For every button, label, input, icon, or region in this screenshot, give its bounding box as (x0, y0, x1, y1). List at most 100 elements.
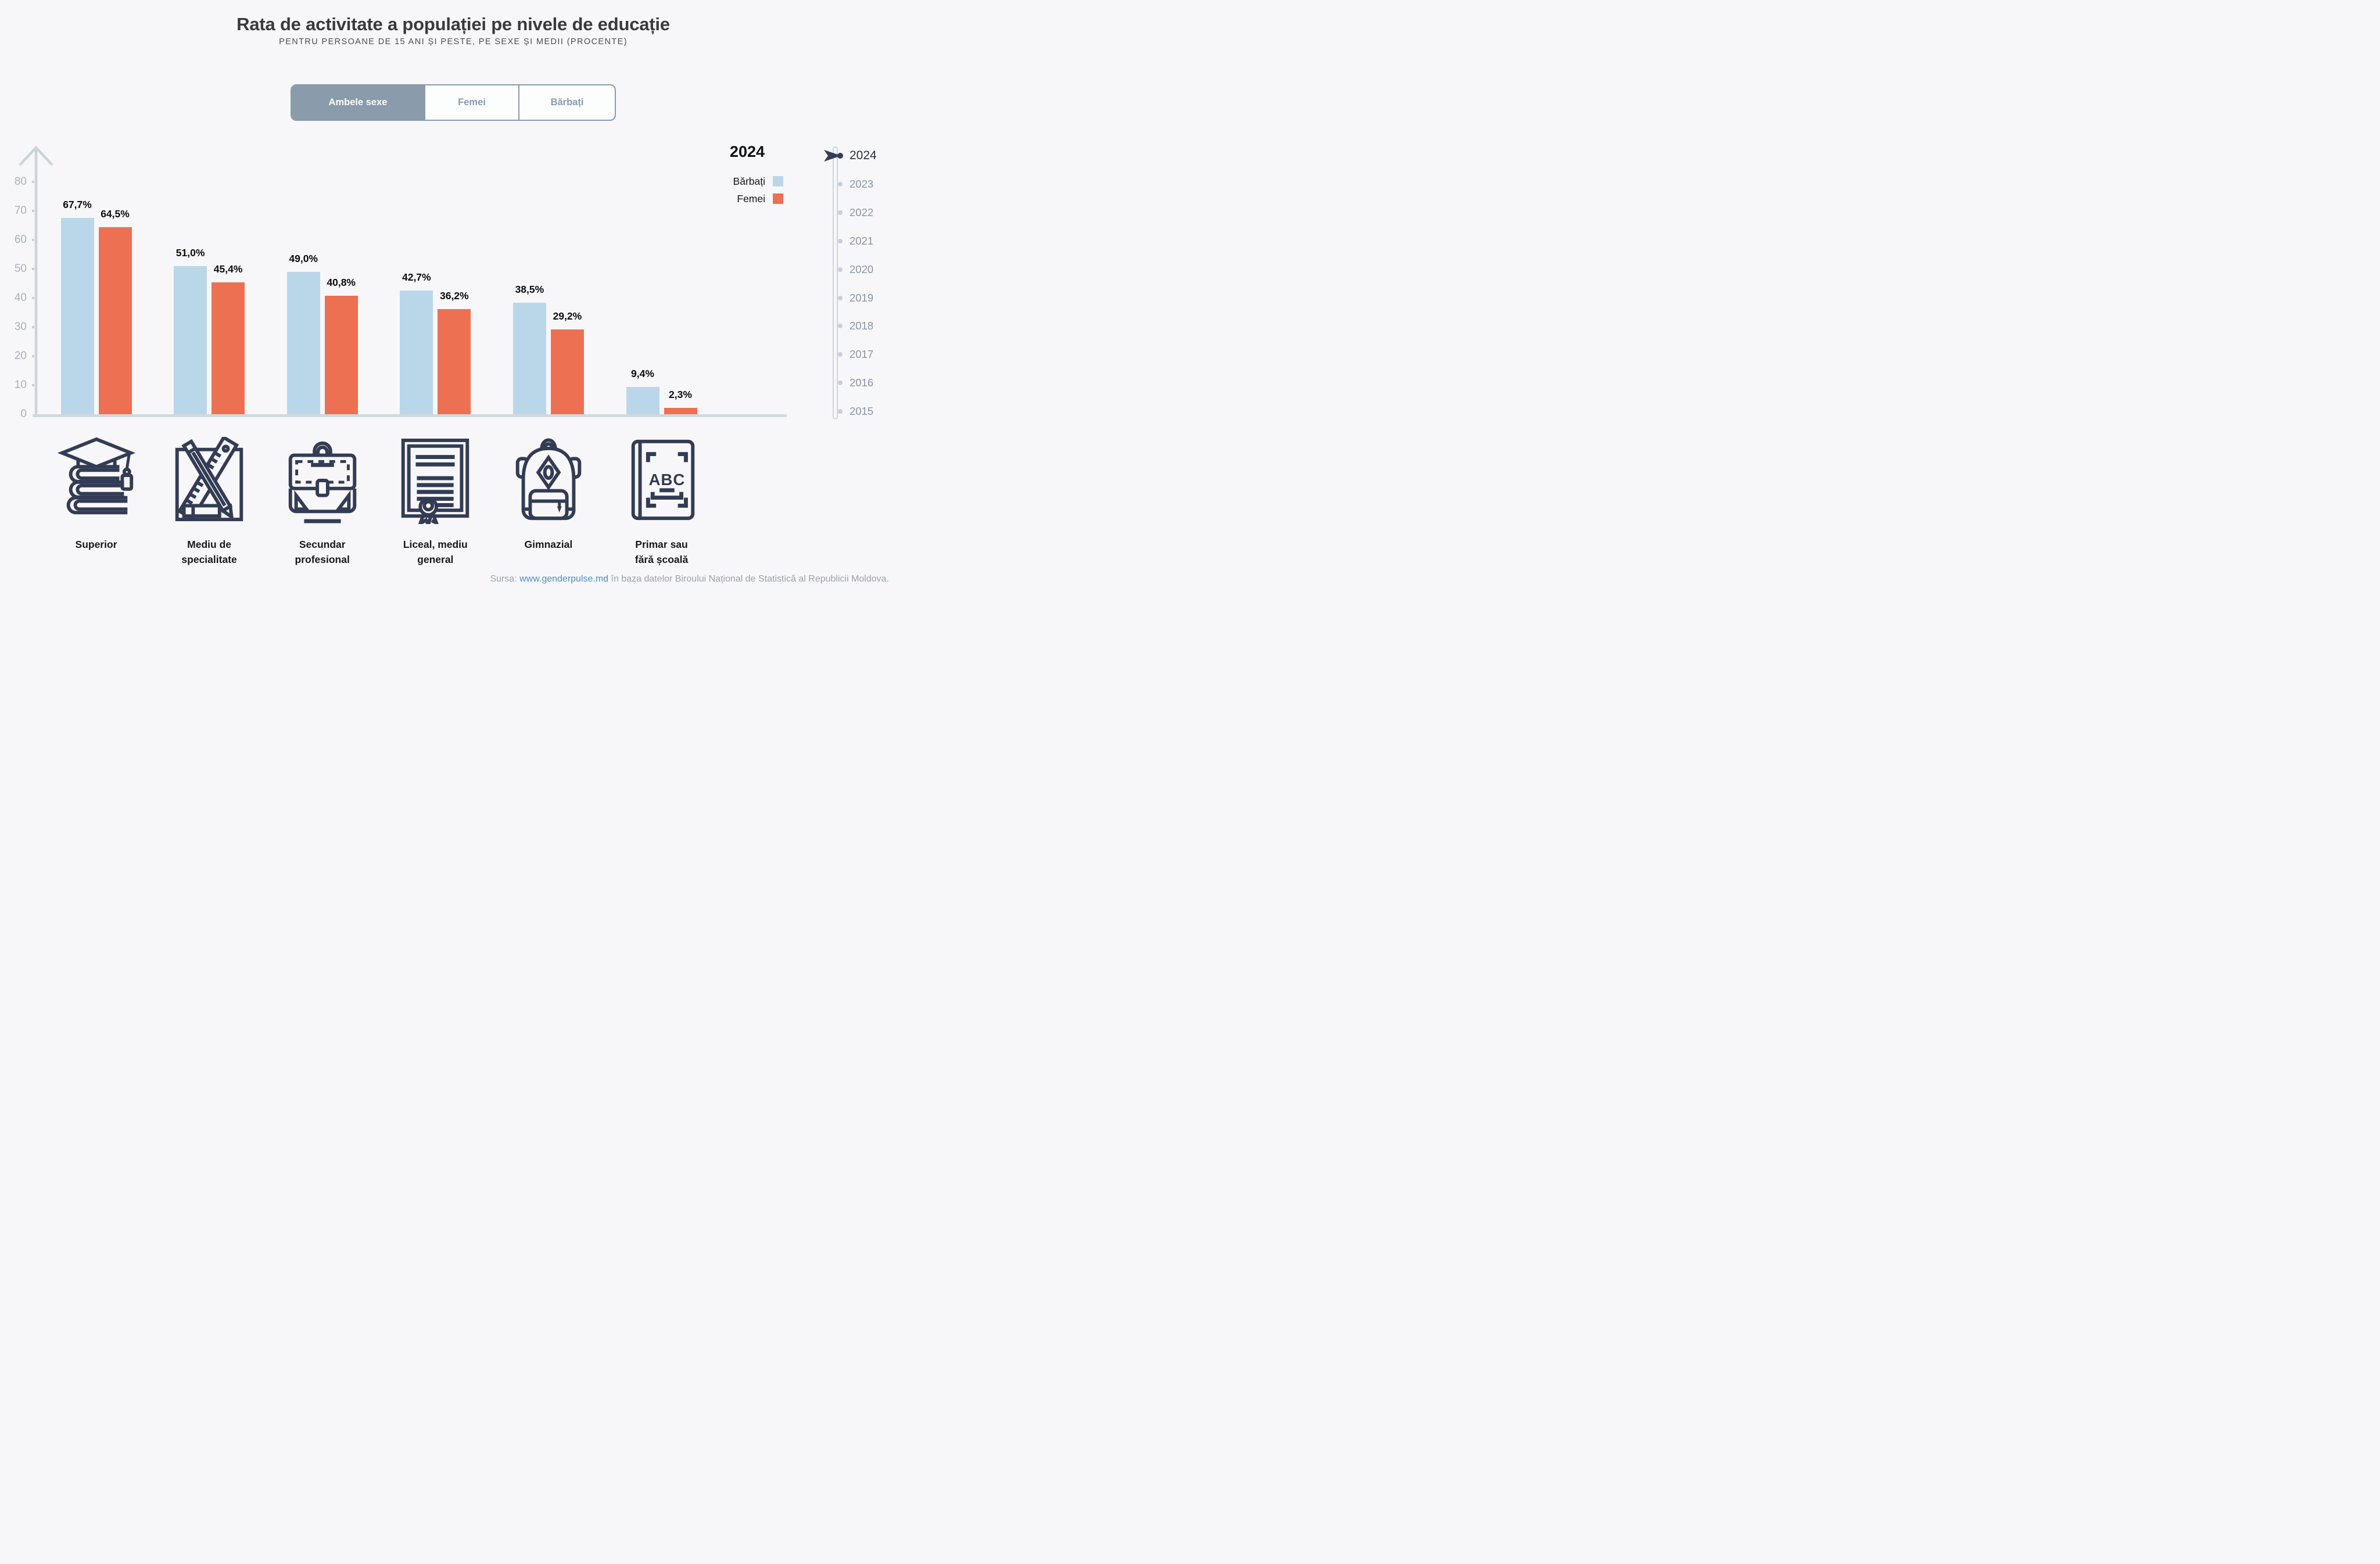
year-slider-track[interactable] (833, 146, 838, 419)
y-tick-label-30: 30 (14, 321, 27, 333)
year-dot-2023 (838, 181, 843, 186)
y-tick-mark-80 (32, 181, 34, 183)
year-item-2023[interactable]: 2023 (837, 177, 892, 192)
year-cursor-icon[interactable] (824, 150, 841, 162)
y-tick-mark-20 (32, 355, 34, 357)
category-label-line: profesional (295, 554, 350, 565)
bar-value-femei-secundar-profesional: 40,8% (327, 277, 356, 288)
legend-label-femei: Femei (737, 192, 765, 205)
tab-femei[interactable]: Femei (424, 85, 518, 120)
bar-barbati-primar-sau-fara-scoala[interactable] (626, 387, 659, 414)
year-dot-2019 (838, 295, 843, 300)
year-item-2016[interactable]: 2016 (837, 375, 892, 390)
legend-entry-femei[interactable]: Femei (639, 193, 783, 205)
bar-femei-secundar-profesional[interactable] (324, 296, 358, 414)
legend-entry-barbati[interactable]: Bărbați (639, 175, 783, 187)
year-label-2018: 2018 (850, 320, 874, 332)
category-label-line: specialitate (181, 554, 237, 565)
bar-value-barbati-secundar-profesional: 49,0% (289, 253, 318, 264)
page-title: Rata de activitate a populației pe nivel… (236, 14, 670, 34)
legend-swatch-femei (773, 193, 783, 204)
category-label-secundar-profesional: Secundar profesional (266, 537, 379, 567)
legend-label-barbati: Bărbați (733, 175, 765, 187)
year-label-2021: 2021 (850, 234, 874, 247)
source-suffix: în baza datelor Biroului Național de Sta… (608, 574, 890, 584)
briefcase-icon (282, 437, 363, 524)
category-label-line: Liceal, mediu (403, 539, 468, 550)
source-prefix: Sursa: (490, 574, 520, 584)
backpack-icon (508, 437, 589, 524)
year-dot-box-2023 (837, 181, 844, 186)
y-tick-label-50: 50 (14, 263, 27, 275)
bar-value-barbati-liceal-mediu-general: 42,7% (402, 271, 431, 283)
y-axis (19, 145, 53, 416)
graduation-cap-books-icon (56, 437, 137, 524)
year-item-2024[interactable]: 2024 (837, 148, 892, 163)
bar-value-barbati-mediu-de-specialitate: 51,0% (175, 247, 205, 259)
year-dot-2017 (838, 352, 843, 357)
bar-barbati-mediu-de-specialitate[interactable] (174, 266, 207, 414)
year-dot-2016 (838, 381, 843, 386)
year-label-2016: 2016 (850, 376, 874, 389)
bar-value-femei-gimnazial: 29,2% (553, 310, 582, 322)
bar-femei-liceal-mediu-general[interactable] (438, 309, 471, 414)
year-dot-box-2016 (837, 381, 844, 386)
source-note: Sursa: www.genderpulse.md în baza datelo… (490, 574, 889, 584)
year-item-2017[interactable]: 2017 (837, 347, 892, 362)
bar-value-barbati-gimnazial: 38,5% (515, 283, 544, 295)
tab-barbati[interactable]: Bărbați (518, 85, 615, 120)
page-subtitle: PENTRU PERSOANE DE 15 ANI ȘI PESTE, PE S… (279, 37, 628, 46)
bar-value-barbati-primar-sau-fara-scoala: 9,4% (631, 368, 654, 379)
x-axis-baseline (33, 414, 787, 417)
year-label-2024: 2024 (850, 149, 877, 162)
year-item-2019[interactable]: 2019 (837, 290, 892, 306)
genderpulse-link[interactable]: www.genderpulse.md (519, 574, 609, 584)
genderpulse-activity-rate-chart: Rata de activitate a populației pe nivel… (0, 0, 892, 587)
year-dot-2015 (838, 409, 843, 414)
y-tick-label-10: 10 (14, 379, 27, 391)
bar-barbati-gimnazial[interactable] (512, 302, 546, 414)
year-item-2015[interactable]: 2015 (837, 404, 892, 419)
year-dot-2022 (838, 210, 843, 215)
sex-filter-tabbar: Ambele sexe Femei Bărbați (291, 84, 616, 121)
y-tick-mark-40 (32, 297, 34, 299)
bar-value-femei-liceal-mediu-general: 36,2% (439, 290, 469, 302)
bar-barbati-superior[interactable] (60, 217, 94, 414)
year-dot-box-2020 (837, 267, 844, 272)
category-label-line: general (417, 554, 454, 565)
year-dot-box-2018 (837, 324, 844, 329)
year-item-2020[interactable]: 2020 (837, 262, 892, 277)
year-dot-2018 (838, 324, 843, 329)
tab-ambele-sexe[interactable]: Ambele sexe (292, 85, 424, 120)
y-tick-mark-50 (32, 268, 34, 270)
category-label-line: fără școală (635, 554, 689, 565)
abc-book-icon: ABC (621, 437, 702, 524)
svg-text:ABC: ABC (648, 471, 685, 489)
category-label-line: Secundar (299, 539, 346, 550)
bar-barbati-secundar-profesional[interactable] (286, 272, 320, 414)
year-item-2021[interactable]: 2021 (837, 234, 892, 249)
y-tick-mark-70 (32, 210, 34, 212)
year-item-2018[interactable]: 2018 (837, 318, 892, 333)
bar-femei-gimnazial[interactable] (550, 329, 584, 414)
bar-value-femei-superior: 64,5% (101, 207, 130, 220)
ruler-pencil-icon (169, 435, 250, 524)
year-label-2017: 2017 (850, 348, 874, 361)
bar-barbati-liceal-mediu-general[interactable] (400, 290, 433, 414)
category-label-gimnazial: Gimnazial (492, 537, 605, 552)
year-item-2022[interactable]: 2022 (837, 205, 892, 220)
bar-femei-primar-sau-fara-scoala[interactable] (664, 407, 697, 414)
category-label-line: Gimnazial (524, 539, 573, 550)
year-dot-box-2022 (837, 210, 844, 215)
y-tick-mark-60 (32, 239, 34, 241)
bar-femei-superior[interactable] (98, 227, 132, 414)
year-dot-box-2019 (837, 295, 844, 300)
year-label-2020: 2020 (850, 263, 874, 275)
year-dot-2021 (838, 238, 843, 243)
category-label-liceal-mediu-general: Liceal, mediu general (379, 537, 492, 567)
diploma-icon (395, 437, 476, 530)
category-label-line: Superior (75, 539, 117, 550)
year-label-2023: 2023 (850, 177, 874, 190)
category-label-primar-sau-fara-scoala: Primar sau fără școală (605, 537, 718, 567)
bar-femei-mediu-de-specialitate[interactable] (212, 282, 245, 414)
